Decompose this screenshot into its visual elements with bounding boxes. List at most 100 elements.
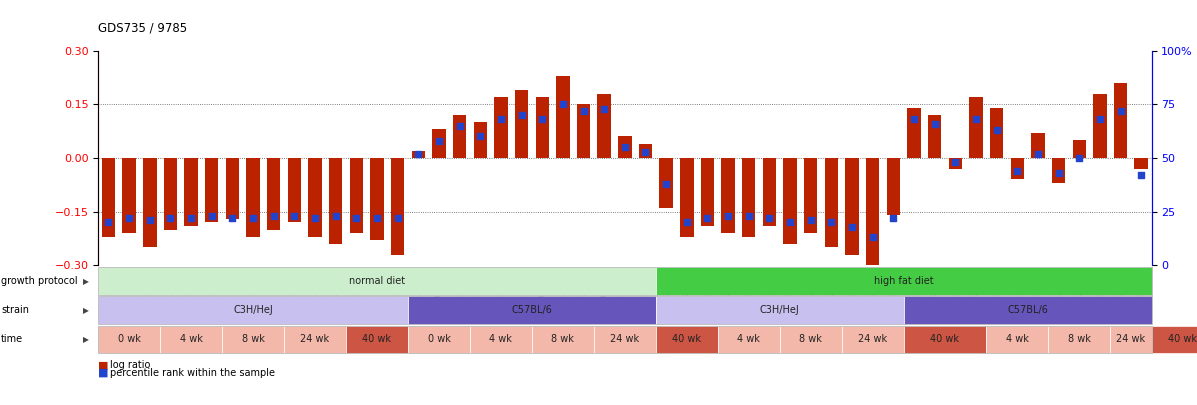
Point [1131,172,1150,178]
Bar [1010,158,1023,179]
Point [470,133,490,140]
Bar [1073,140,1086,158]
Point [1070,155,1089,161]
Point [1049,170,1068,176]
Text: time: time [1,335,23,344]
Text: C57BL/6: C57BL/6 [1007,305,1049,315]
Text: 40 wk: 40 wk [1168,335,1197,344]
Point [160,215,180,221]
Point [265,213,284,219]
Point [822,219,841,226]
Point [450,122,469,129]
Text: high fat diet: high fat diet [874,276,934,286]
Point [595,105,614,112]
Point [326,213,345,219]
Bar [1031,133,1045,158]
Bar [474,122,487,158]
Text: growth protocol: growth protocol [1,276,78,286]
Point [223,215,242,221]
Point [99,219,119,226]
Point [946,159,965,166]
Bar [742,158,755,237]
Bar [184,158,198,226]
Bar [144,158,157,247]
Text: 40 wk: 40 wk [673,335,701,344]
Bar [1093,94,1106,158]
Text: 40 wk: 40 wk [930,335,960,344]
Text: ▶: ▶ [83,277,89,286]
Point [553,101,572,108]
Point [988,127,1007,133]
Point [883,215,903,221]
Bar [783,158,797,244]
Point [430,138,449,144]
Bar [164,158,177,230]
Bar [948,158,962,168]
Point [925,120,944,127]
Point [657,181,676,187]
Bar [1052,158,1065,183]
Text: 4 wk: 4 wk [180,335,202,344]
Point [573,107,593,114]
Point [801,217,820,224]
Text: 8 wk: 8 wk [552,335,575,344]
Text: C3H/HeJ: C3H/HeJ [233,305,273,315]
Bar [680,158,693,237]
Point [491,116,510,123]
Point [843,224,862,230]
Text: log ratio: log ratio [110,360,151,370]
Text: 4 wk: 4 wk [1005,335,1028,344]
Text: 0 wk: 0 wk [117,335,140,344]
Bar [391,158,405,255]
Point [615,144,634,150]
Bar [762,158,776,226]
Bar [535,97,549,158]
Point [533,116,552,123]
Bar [267,158,280,230]
Bar [432,129,445,158]
Point [388,215,407,221]
Text: 24 wk: 24 wk [1117,335,1146,344]
Bar [329,158,342,244]
Bar [597,94,610,158]
Text: ▶: ▶ [83,335,89,344]
Bar [515,90,528,158]
Bar [1135,158,1148,168]
Point [140,217,159,224]
Bar [494,97,508,158]
Point [243,215,262,221]
Point [636,148,655,155]
Text: C3H/HeJ: C3H/HeJ [760,305,800,315]
Point [863,234,882,241]
Point [182,215,201,221]
Bar [577,104,590,158]
Bar [825,158,838,247]
Point [678,219,697,226]
Text: 24 wk: 24 wk [610,335,639,344]
Bar [928,115,941,158]
Bar [639,144,652,158]
Bar [557,76,570,158]
Text: 8 wk: 8 wk [1068,335,1090,344]
Text: 0 wk: 0 wk [427,335,450,344]
Bar [370,158,384,240]
Text: percentile rank within the sample: percentile rank within the sample [110,368,275,377]
Text: C57BL/6: C57BL/6 [511,305,552,315]
Text: 4 wk: 4 wk [737,335,760,344]
Point [718,213,737,219]
Text: strain: strain [1,305,29,315]
Bar [226,158,239,219]
Bar [722,158,735,233]
Text: 24 wk: 24 wk [858,335,887,344]
Point [1008,168,1027,174]
Bar [990,108,1003,158]
Point [780,219,800,226]
Text: ■: ■ [98,368,109,377]
Bar [660,158,673,208]
Point [698,215,717,221]
Text: 8 wk: 8 wk [800,335,822,344]
Text: 8 wk: 8 wk [242,335,265,344]
Point [305,215,324,221]
Text: GDS735 / 9785: GDS735 / 9785 [98,21,187,34]
Point [120,215,139,221]
